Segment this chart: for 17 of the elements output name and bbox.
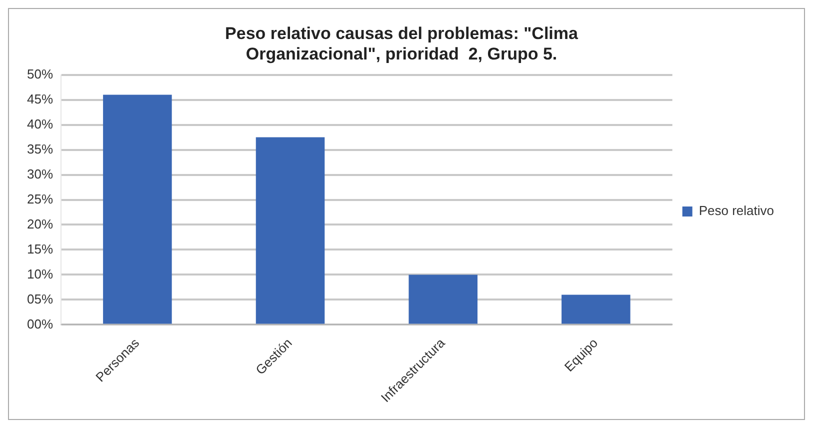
y-tick-label: 20% — [26, 216, 54, 232]
bar — [408, 274, 478, 324]
bar — [103, 94, 172, 324]
bar — [562, 294, 630, 324]
y-tick-label: 00% — [26, 316, 54, 332]
y-tick-label: 10% — [26, 266, 54, 282]
y-tick-label: 50% — [26, 66, 54, 82]
bar — [256, 137, 325, 324]
y-tick-label: 30% — [26, 166, 54, 182]
y-tick-label: 25% — [26, 191, 54, 206]
y-tick-label: 40% — [26, 116, 54, 132]
y-tick-label: 35% — [26, 141, 54, 156]
legend-label: Peso relativo — [698, 203, 774, 218]
y-tick-label: 45% — [26, 91, 54, 106]
y-tick-label: 15% — [26, 241, 54, 256]
y-tick-label: 05% — [26, 291, 54, 306]
chart-title: Peso relativo causas del problemas: "Clima Organizacional", prioridad 2, Grupo 5. — [225, 24, 578, 64]
